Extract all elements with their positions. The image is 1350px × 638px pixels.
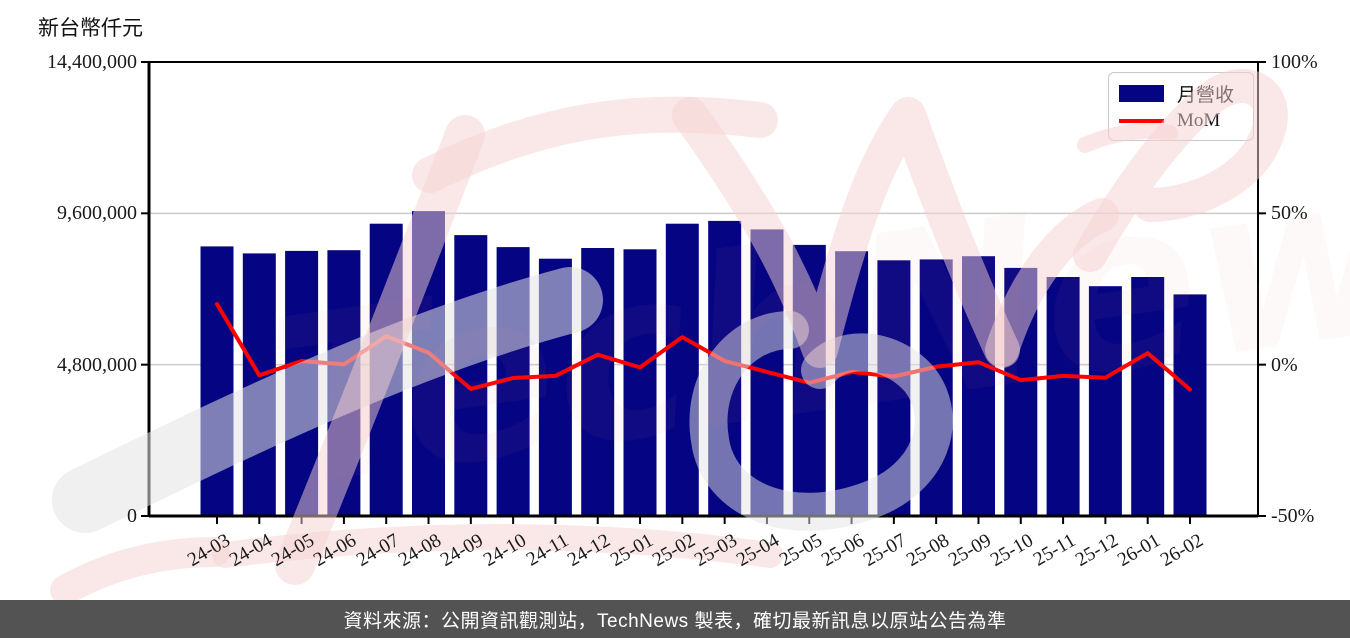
watermark-pink-stroke [985, 198, 1119, 367]
watermark-pink-stroke [212, 524, 783, 568]
watermark-pink-stroke [50, 537, 230, 600]
watermark-pink-stroke [672, 97, 1020, 368]
y-tick-label-left: 4,800,000 [57, 353, 137, 376]
footer-text: 資料來源：公開資訊觀測站，TechNews 製表，確切最新訊息以原站公告為準 [343, 610, 1007, 632]
y-tick-label-right: -50% [1271, 505, 1315, 527]
revenue-bar [1088, 286, 1122, 516]
revenue-bar [1131, 277, 1165, 516]
y-tick-label-right: 100% [1271, 51, 1318, 73]
revenue-bar [665, 223, 699, 516]
x-tick-label: 26-02 [1036, 530, 1207, 571]
y-tick-label-right: 50% [1271, 202, 1308, 225]
watermark-pink-stroke [1077, 122, 1178, 153]
revenue-chart: 新台幣仟元 月營收 MoM TechNews 0 4,800,000 9,600 [38, 16, 1318, 600]
revenue-bar [1046, 277, 1080, 516]
y-axis-unit-label: 新台幣仟元 [38, 16, 143, 40]
watermark-gray-stroke [52, 267, 603, 533]
mom-swatch-icon [1119, 118, 1164, 123]
technews-watermark: TechNews [50, 69, 1288, 600]
y-tick-label-left: 0 [127, 505, 137, 527]
watermark-gray-stroke [689, 311, 953, 531]
y-tick-label-right: 0% [1271, 353, 1298, 376]
revenue-bar [1173, 294, 1207, 516]
revenue-bar [623, 249, 657, 517]
y-tick-label-left: 9,600,000 [57, 202, 137, 225]
watermark-pink-stroke [412, 96, 778, 193]
y-tick-label-left: 14,400,000 [47, 51, 137, 73]
watermark-pink-stroke [1073, 69, 1288, 272]
source-footer: 資料來源：公開資訊觀測站，TechNews 製表，確切最新訊息以原站公告為準 [0, 600, 1350, 638]
revenue-swatch-icon [1119, 85, 1164, 102]
revenue-bar [454, 235, 488, 516]
